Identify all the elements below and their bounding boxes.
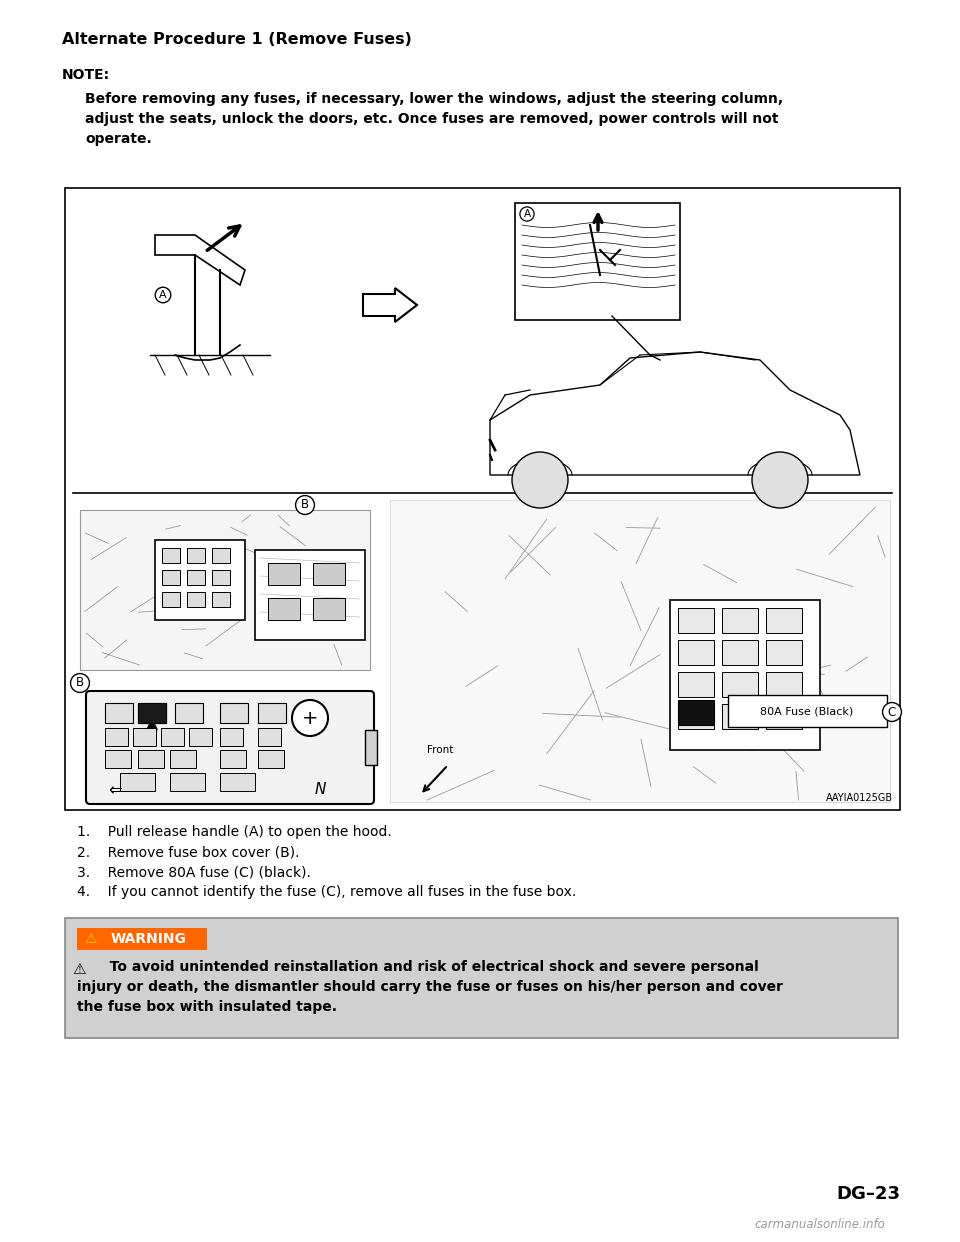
- Bar: [722, 640, 758, 664]
- Text: 2.    Remove fuse box cover (B).: 2. Remove fuse box cover (B).: [77, 845, 300, 859]
- Bar: [187, 570, 205, 585]
- Bar: [77, 928, 207, 950]
- Bar: [175, 703, 203, 723]
- Bar: [65, 188, 900, 810]
- FancyBboxPatch shape: [728, 696, 887, 727]
- Text: 1.    Pull release handle (A) to open the hood.: 1. Pull release handle (A) to open the h…: [77, 825, 392, 840]
- Text: A: A: [159, 289, 167, 301]
- Polygon shape: [363, 288, 417, 322]
- Bar: [258, 750, 284, 768]
- Text: injury or death, the dismantler should carry the fuse or fuses on his/her person: injury or death, the dismantler should c…: [77, 980, 783, 994]
- Text: WARNING: WARNING: [111, 932, 187, 946]
- FancyBboxPatch shape: [86, 691, 374, 804]
- Bar: [766, 704, 802, 729]
- Bar: [255, 550, 365, 640]
- Bar: [105, 750, 131, 768]
- Bar: [162, 570, 180, 585]
- Circle shape: [752, 452, 808, 508]
- Bar: [220, 703, 248, 723]
- Bar: [678, 672, 714, 697]
- Bar: [212, 548, 230, 563]
- Text: A: A: [523, 209, 531, 219]
- Bar: [220, 750, 246, 768]
- Text: 3.    Remove 80A fuse (C) (black).: 3. Remove 80A fuse (C) (black).: [77, 864, 311, 879]
- Bar: [189, 728, 212, 746]
- Bar: [678, 704, 714, 729]
- Text: 80A Fuse (Black): 80A Fuse (Black): [760, 705, 853, 715]
- Circle shape: [292, 700, 328, 737]
- Bar: [212, 570, 230, 585]
- Bar: [678, 609, 714, 633]
- Text: N: N: [314, 782, 325, 797]
- Text: ⚠: ⚠: [84, 932, 97, 946]
- Bar: [220, 773, 255, 791]
- Bar: [670, 600, 820, 750]
- Bar: [515, 202, 680, 320]
- Text: Front: Front: [427, 745, 453, 755]
- Text: 4.    If you cannot identify the fuse (C), remove all fuses in the fuse box.: 4. If you cannot identify the fuse (C), …: [77, 886, 576, 899]
- Bar: [766, 640, 802, 664]
- Bar: [268, 597, 300, 620]
- Bar: [678, 640, 714, 664]
- Text: Before removing any fuses, if necessary, lower the windows, adjust the steering : Before removing any fuses, if necessary,…: [85, 92, 783, 106]
- Text: AAYIA0125GB: AAYIA0125GB: [826, 792, 893, 804]
- Bar: [187, 548, 205, 563]
- Text: the fuse box with insulated tape.: the fuse box with insulated tape.: [77, 1000, 337, 1013]
- Bar: [258, 703, 286, 723]
- Bar: [138, 703, 166, 723]
- Text: Alternate Procedure 1 (Remove Fuses): Alternate Procedure 1 (Remove Fuses): [62, 32, 412, 47]
- Bar: [212, 592, 230, 607]
- Bar: [162, 548, 180, 563]
- Bar: [766, 672, 802, 697]
- Text: ⇐: ⇐: [108, 781, 122, 799]
- Text: carmanualsonline.info: carmanualsonline.info: [755, 1218, 885, 1231]
- Bar: [170, 750, 196, 768]
- Bar: [766, 609, 802, 633]
- Text: ⚠: ⚠: [72, 963, 85, 977]
- Bar: [678, 700, 714, 725]
- Text: operate.: operate.: [85, 132, 152, 147]
- Bar: [313, 597, 345, 620]
- Bar: [187, 592, 205, 607]
- Bar: [161, 728, 184, 746]
- Text: DG–23: DG–23: [836, 1185, 900, 1203]
- Bar: [133, 728, 156, 746]
- Polygon shape: [155, 235, 245, 284]
- Bar: [138, 703, 166, 723]
- Bar: [120, 773, 155, 791]
- Bar: [155, 540, 245, 620]
- Bar: [722, 672, 758, 697]
- Bar: [162, 592, 180, 607]
- Text: NOTE:: NOTE:: [62, 68, 110, 82]
- Bar: [258, 728, 281, 746]
- Circle shape: [512, 452, 568, 508]
- Bar: [365, 730, 377, 765]
- Text: C: C: [888, 705, 896, 719]
- Bar: [170, 773, 205, 791]
- Bar: [313, 563, 345, 585]
- Bar: [80, 510, 370, 669]
- Bar: [105, 703, 133, 723]
- Text: +: +: [301, 708, 319, 728]
- Bar: [105, 728, 128, 746]
- Text: adjust the seats, unlock the doors, etc. Once fuses are removed, power controls : adjust the seats, unlock the doors, etc.…: [85, 112, 779, 125]
- Bar: [220, 728, 243, 746]
- Text: B: B: [300, 498, 309, 512]
- Bar: [138, 750, 164, 768]
- Bar: [722, 609, 758, 633]
- Bar: [722, 704, 758, 729]
- Polygon shape: [490, 351, 860, 474]
- Bar: [390, 501, 890, 802]
- Bar: [268, 563, 300, 585]
- Text: To avoid unintended reinstallation and risk of electrical shock and severe perso: To avoid unintended reinstallation and r…: [95, 960, 758, 974]
- Bar: [65, 918, 898, 1038]
- Text: B: B: [76, 677, 84, 689]
